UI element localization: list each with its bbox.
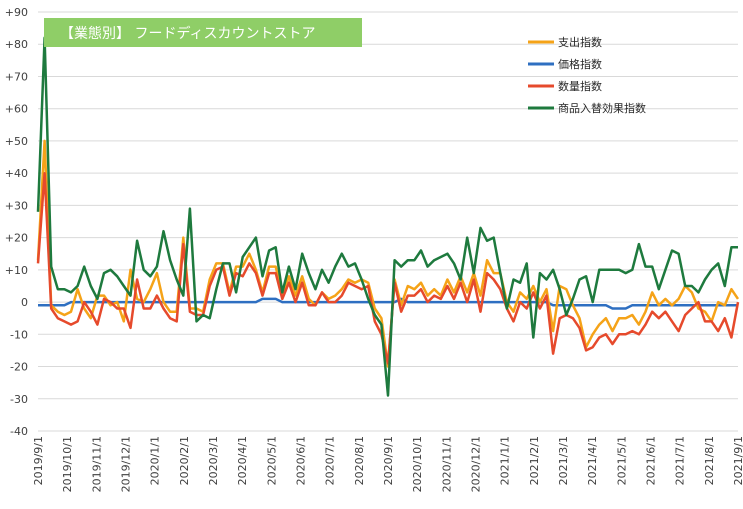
y-tick-label: +60 [5, 103, 28, 116]
y-tick-label: +90 [5, 6, 28, 19]
x-tick-label: 2021/9/1 [732, 436, 743, 485]
x-tick-label: 2020/6/1 [295, 436, 308, 485]
x-tick-label: 2021/8/1 [703, 436, 716, 485]
series-line [36, 139, 740, 368]
y-axis-ticks: -40 -30 -20 -10 0 +10 +20 +30 +40 +50 +60 +70 +80 +90 [5, 6, 28, 438]
title-background [44, 18, 362, 47]
x-tick-label: 2020/12/1 [470, 436, 483, 492]
y-tick-label: +10 [5, 264, 28, 277]
x-tick-label: 2021/1/1 [499, 436, 512, 485]
y-tick-label: +20 [5, 232, 28, 245]
x-tick-label: 2020/5/1 [265, 436, 278, 485]
chart-title-box: 【業態別】 フードディスカウントストア [44, 18, 362, 47]
series-line [36, 36, 738, 397]
y-tick-label: -30 [10, 393, 28, 406]
y-tick-label: +70 [5, 70, 28, 83]
legend-label: 支出指数 [558, 35, 602, 49]
x-axis-ticks: 2019/9/1 2019/10/1 2019/11/1 2019/12/1 2020/… [32, 436, 743, 492]
y-tick-label: 0 [21, 296, 28, 309]
y-tick-label: -20 [10, 361, 28, 374]
x-tick-label: 2020/2/1 [178, 436, 191, 485]
x-tick-label: 2020/11/1 [440, 436, 453, 492]
y-tick-label: -40 [10, 425, 28, 438]
x-tick-label: 2021/4/1 [586, 436, 599, 485]
y-tick-label: -10 [10, 328, 28, 341]
series-lines [36, 36, 740, 397]
x-tick-label: 2020/1/1 [149, 436, 162, 485]
legend-label: 価格指数 [558, 57, 602, 71]
y-tick-label: +40 [5, 167, 28, 180]
x-tick-label: 2019/10/1 [61, 436, 74, 492]
y-tick-label: +80 [5, 38, 28, 51]
y-tick-label: +30 [5, 199, 28, 212]
x-tick-label: 2021/6/1 [645, 436, 658, 485]
x-tick-label: 2019/9/1 [32, 436, 45, 485]
x-tick-label: 2021/5/1 [615, 436, 628, 485]
x-tick-label: 2021/7/1 [674, 436, 687, 485]
x-tick-label: 2020/3/1 [207, 436, 220, 485]
y-tick-label: +50 [5, 135, 28, 148]
legend-label: 商品入替効果指数 [558, 101, 646, 115]
x-tick-label: 2020/8/1 [353, 436, 366, 485]
x-tick-label: 2020/9/1 [382, 436, 395, 485]
series-line [36, 171, 740, 365]
x-tick-label: 2020/7/1 [324, 436, 337, 485]
x-tick-label: 2021/2/1 [528, 436, 541, 485]
x-tick-label: 2019/12/1 [120, 436, 133, 492]
x-tick-label: 2019/11/1 [90, 436, 103, 492]
legend-label: 数量指数 [558, 79, 602, 93]
chart-title: 【業態別】 フードディスカウントストア [60, 25, 315, 42]
x-tick-label: 2020/4/1 [236, 436, 249, 485]
x-tick-label: 2021/3/1 [557, 436, 570, 485]
x-tick-label: 2020/10/1 [411, 436, 424, 492]
